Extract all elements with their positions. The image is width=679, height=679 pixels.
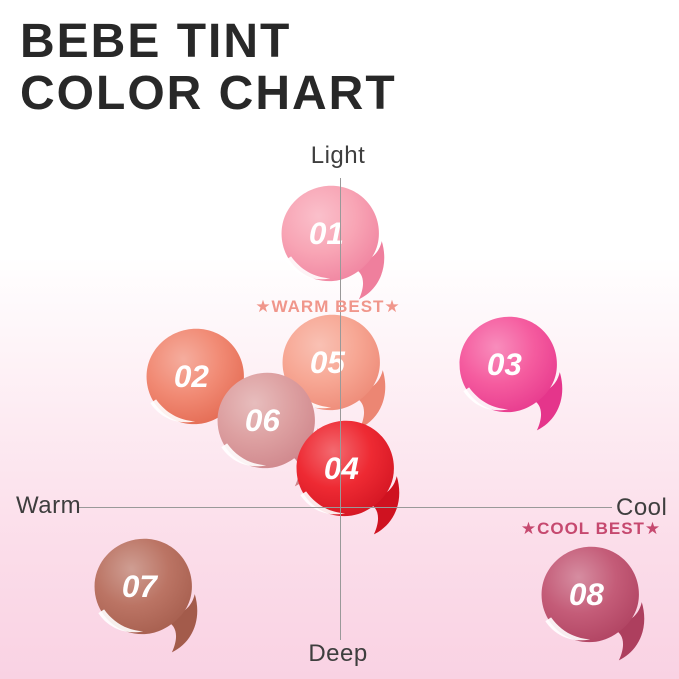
swatch-gloss-highlight <box>545 617 591 641</box>
swatch-tail <box>613 602 645 661</box>
swatch-gloss-highlight <box>285 256 331 280</box>
swatch-body <box>296 420 394 517</box>
swatch-body <box>94 538 192 635</box>
swatch-body <box>541 546 639 643</box>
swatch-number: 01 <box>309 215 344 251</box>
title-line-1: BEBE TINT <box>20 15 292 68</box>
swatch-01: 01 <box>281 185 385 300</box>
swatch-body <box>282 314 380 411</box>
axis-label-light: Light <box>310 142 366 169</box>
swatch-08: 08 <box>541 546 645 661</box>
swatch-body <box>217 372 315 469</box>
warm-best-label: ★WARM BEST★ <box>255 297 401 316</box>
title-line-2: COLOR CHART <box>20 67 397 120</box>
swatch-number: 07 <box>122 568 159 604</box>
vertical-axis-line <box>340 178 341 640</box>
swatch-03: 03 <box>459 316 563 431</box>
swatch-gloss-highlight <box>300 491 346 515</box>
axis-label-cool: Cool <box>616 494 668 521</box>
axis-label-warm: Warm <box>16 492 82 519</box>
swatch-gloss-highlight <box>98 609 144 633</box>
swatch-body <box>281 185 379 282</box>
swatch-tail <box>354 370 386 429</box>
swatch-number: 05 <box>310 344 346 380</box>
swatch-number: 04 <box>324 450 359 486</box>
page-title: BEBE TINT COLOR CHART <box>20 16 397 120</box>
horizontal-axis-line <box>78 507 612 508</box>
swatch-number: 02 <box>174 358 210 394</box>
swatch-tail <box>531 372 563 431</box>
swatch-number: 03 <box>487 346 523 382</box>
axis-label-deep: Deep <box>308 640 368 667</box>
swatch-number: 08 <box>569 576 605 612</box>
swatch-body <box>459 316 557 413</box>
swatch-gloss-highlight <box>150 399 196 423</box>
swatch-04: 04 <box>296 420 400 535</box>
swatch-number: 06 <box>245 402 281 438</box>
swatch-tail <box>368 476 400 535</box>
swatch-gloss-highlight <box>221 443 267 467</box>
swatch-07: 07 <box>94 538 198 653</box>
swatch-body <box>146 328 244 425</box>
cool-best-label: ★COOL BEST★ <box>520 519 662 538</box>
swatch-gloss-highlight <box>463 387 509 411</box>
swatch-06: 06 <box>217 372 321 487</box>
swatch-tail <box>166 594 198 653</box>
swatch-tail <box>353 241 385 300</box>
